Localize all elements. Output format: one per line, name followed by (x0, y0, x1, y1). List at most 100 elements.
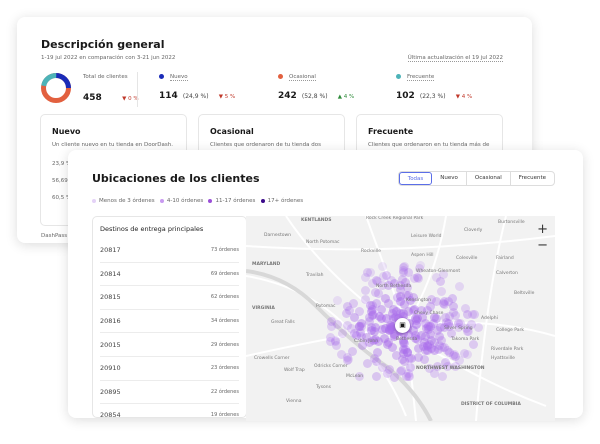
density-hex (400, 261, 410, 271)
density-hex (409, 293, 419, 303)
destination-row[interactable]: 20814 69 órdenes (100, 263, 239, 287)
density-hex (378, 325, 388, 335)
destination-row[interactable]: 20817 73 órdenes (100, 239, 239, 263)
map-place-label: MARYLAND (252, 262, 281, 267)
card-nuevo-desc: Un cliente nuevo en tu tienda en DoorDas… (52, 142, 173, 148)
density-hex (344, 305, 354, 315)
density-hex (404, 267, 414, 277)
density-hex (463, 326, 473, 336)
density-hex (420, 332, 430, 342)
destination-row[interactable]: 20816 34 órdenes (100, 310, 239, 334)
density-hex (371, 372, 381, 382)
density-hex (382, 369, 392, 379)
density-hex (373, 347, 383, 357)
density-hex (405, 353, 415, 363)
date-range: 1-19 jul 2022 en comparación con 3-21 ju… (41, 55, 176, 61)
density-hex (430, 368, 440, 378)
density-hex (424, 364, 434, 374)
density-hex (468, 340, 478, 350)
density-hex (444, 347, 454, 357)
density-hex (397, 275, 407, 285)
map-place-label: Tysons (316, 385, 332, 390)
density-hex (422, 342, 432, 352)
legend-label: Menos de 3 órdenes (99, 198, 155, 204)
map-place-label: Fairland (496, 256, 514, 261)
density-hex (385, 320, 395, 330)
density-hex (398, 268, 408, 278)
density-hex (380, 333, 390, 343)
destination-row[interactable]: 20910 23 órdenes (100, 357, 239, 381)
nuevo-pct: (24,9 %) (182, 93, 209, 100)
density-hex (396, 366, 406, 376)
density-hex (331, 335, 341, 345)
destination-row[interactable]: 20015 29 órdenes (100, 333, 239, 357)
density-hex (445, 311, 455, 321)
density-hex (383, 281, 393, 291)
density-hex (468, 309, 478, 319)
customer-locations-card: Ubicaciones de los clientes Todas Nuevo … (68, 150, 583, 421)
density-hex (419, 342, 429, 352)
density-hex (423, 346, 433, 356)
zoom-out-button[interactable]: − (537, 238, 548, 253)
density-hex (361, 273, 371, 283)
filter-nuevo[interactable]: Nuevo (432, 172, 467, 185)
destination-row[interactable]: 20854 19 órdenes (100, 404, 239, 418)
density-hex (463, 327, 473, 337)
destination-row[interactable]: 20815 62 órdenes (100, 286, 239, 310)
density-hex (336, 350, 346, 360)
density-hex (399, 339, 409, 349)
density-hex (398, 354, 408, 364)
density-hex (368, 300, 378, 310)
last-updated-link[interactable]: Última actualización el 19 jul 2022 (407, 55, 503, 62)
density-hex (439, 342, 449, 352)
density-hex (331, 337, 341, 347)
density-hex (455, 318, 465, 328)
density-hex (443, 297, 453, 307)
segment-nuevo[interactable]: Nuevo 114 (24,9 %) ▼ 5 % (159, 74, 235, 102)
density-hex (440, 323, 450, 333)
density-hex (366, 326, 376, 336)
segment-frecuente[interactable]: Frecuente 102 (22,3 %) ▼ 4 % (396, 74, 472, 102)
zoom-in-button[interactable]: + (537, 222, 548, 237)
filter-segmented-control: Todas Nuevo Ocasional Frecuente (397, 171, 555, 186)
nuevo-change: ▼ 5 % (218, 94, 236, 100)
density-hex (371, 288, 381, 298)
density-hex (434, 345, 444, 355)
density-hex (348, 299, 358, 309)
segment-ocasional[interactable]: Ocasional 242 (52,8 %) ▲ 4 % (278, 74, 354, 102)
density-hex (442, 345, 452, 355)
divider (137, 72, 138, 107)
density-hex (405, 296, 415, 306)
destination-row[interactable]: 20895 22 órdenes (100, 381, 239, 405)
card-ocasional-title: Ocasional (210, 127, 254, 136)
map-place-label: Travilah (306, 273, 324, 278)
density-hex (357, 319, 367, 329)
nuevo-label: Nuevo (170, 74, 188, 81)
map-place-label: North Potomac (306, 240, 340, 245)
density-hex (425, 321, 435, 331)
density-hex (449, 350, 458, 360)
map-place-label: Silver Spring (444, 326, 473, 331)
map-place-label: VIRGINIA (252, 306, 275, 311)
density-hex (396, 296, 406, 306)
density-hex (445, 321, 455, 331)
overview-title: Descripción general (41, 38, 165, 51)
card-frecuente-desc: Clientes que ordenaron en tu tienda más … (368, 142, 490, 148)
filter-todas[interactable]: Todas (398, 172, 433, 185)
density-hex (447, 328, 457, 338)
potomac-river (246, 269, 433, 421)
map-place-label: Rock Creek Regional Park (366, 216, 424, 221)
store-pin-icon[interactable]: ▣ (395, 318, 410, 333)
total-change: ▼ 0 % (122, 96, 139, 102)
order-count: 23 órdenes (210, 365, 239, 372)
nuevo-value: 114 (159, 91, 178, 101)
map[interactable]: ▣ KENTLANDS Rock Creek Regional Park Clove… (246, 216, 555, 421)
filter-frecuente[interactable]: Frecuente (518, 175, 546, 181)
density-hex (388, 313, 398, 323)
filter-ocasional[interactable]: Ocasional (467, 172, 511, 185)
density-hex (378, 363, 388, 373)
order-count: 19 órdenes (210, 412, 239, 418)
density-hex (377, 281, 387, 291)
density-hex (355, 322, 365, 332)
nuevo-dot (159, 74, 164, 79)
